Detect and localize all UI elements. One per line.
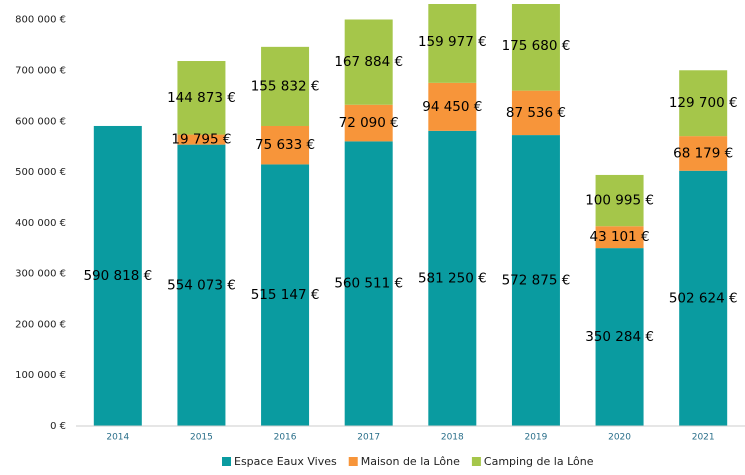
bar-segment <box>261 164 310 426</box>
bar-segment <box>261 46 310 126</box>
value-label: 19 795 € <box>171 132 231 148</box>
bar-segment <box>428 4 477 83</box>
value-label: 87 536 € <box>506 105 566 121</box>
value-label: 75 633 € <box>255 137 315 153</box>
value-label: 129 700 € <box>669 95 738 111</box>
y-tick-label: 0 € <box>50 421 66 432</box>
value-label: 167 884 € <box>334 54 403 70</box>
bar-segment <box>428 82 477 131</box>
value-label: 590 818 € <box>83 268 152 284</box>
value-label: 100 995 € <box>585 193 654 209</box>
x-tick-label: 2015 <box>190 433 213 443</box>
bar-segment <box>679 170 728 426</box>
y-tick-label: 800 000 € <box>15 15 66 26</box>
value-label: 572 875 € <box>502 273 571 289</box>
y-tick-label: 700 000 € <box>15 66 66 77</box>
value-label: 350 284 € <box>585 329 654 345</box>
value-label: 68 179 € <box>673 145 733 161</box>
value-label: 43 101 € <box>590 229 650 245</box>
y-tick-label: 500 000 € <box>15 167 66 178</box>
value-label: 581 250 € <box>418 270 487 286</box>
value-label: 175 680 € <box>502 38 571 54</box>
value-label: 94 450 € <box>422 99 482 115</box>
y-tick-label: 300 000 € <box>15 269 66 280</box>
value-label: 144 873 € <box>167 90 236 106</box>
value-label: 502 624 € <box>669 290 738 306</box>
value-label: 155 832 € <box>251 78 320 94</box>
y-tick-label: 400 000 € <box>15 218 66 229</box>
bar-segment <box>679 136 728 171</box>
bar-segment <box>177 144 226 427</box>
bar-segment <box>93 125 142 427</box>
x-tick-label: 2019 <box>524 433 547 443</box>
x-tick-label: 2014 <box>106 433 129 443</box>
bar-segment <box>511 90 560 136</box>
plot-area <box>93 4 728 427</box>
bar-segment <box>428 130 477 426</box>
value-label: 560 511 € <box>334 276 403 292</box>
bar-segment <box>344 141 393 427</box>
bar-segment <box>511 4 560 91</box>
legend-label: Camping de la Lône <box>484 455 594 468</box>
x-tick-label: 2021 <box>692 433 715 443</box>
x-tick-label: 2016 <box>274 433 297 443</box>
bar-segment <box>261 125 310 165</box>
x-tick-label: 2018 <box>441 433 464 443</box>
legend-label: Maison de la Lône <box>361 455 460 468</box>
legend-swatch <box>471 457 481 466</box>
value-label: 515 147 € <box>251 287 320 303</box>
bar-segment <box>595 226 644 249</box>
x-tick-label: 2020 <box>608 433 631 443</box>
y-tick-label: 100 000 € <box>15 370 66 381</box>
bar-segment <box>344 19 393 105</box>
bar-segment <box>511 135 560 426</box>
legend-swatch <box>348 457 358 466</box>
bar-segment <box>595 248 644 426</box>
value-label: 72 090 € <box>339 115 399 131</box>
bar-segment <box>595 174 644 227</box>
y-tick-label: 200 000 € <box>15 319 66 330</box>
bar-segment <box>177 61 226 135</box>
bar-segment <box>344 104 393 142</box>
y-tick-label: 600 000 € <box>15 116 66 127</box>
value-label: 554 073 € <box>167 277 236 293</box>
x-tick-label: 2017 <box>357 433 380 443</box>
bar-segment <box>177 134 226 145</box>
bar-segment <box>679 70 728 137</box>
value-label: 159 977 € <box>418 34 487 50</box>
legend-label: Espace Eaux Vives <box>234 455 337 468</box>
legend-swatch <box>222 457 231 466</box>
